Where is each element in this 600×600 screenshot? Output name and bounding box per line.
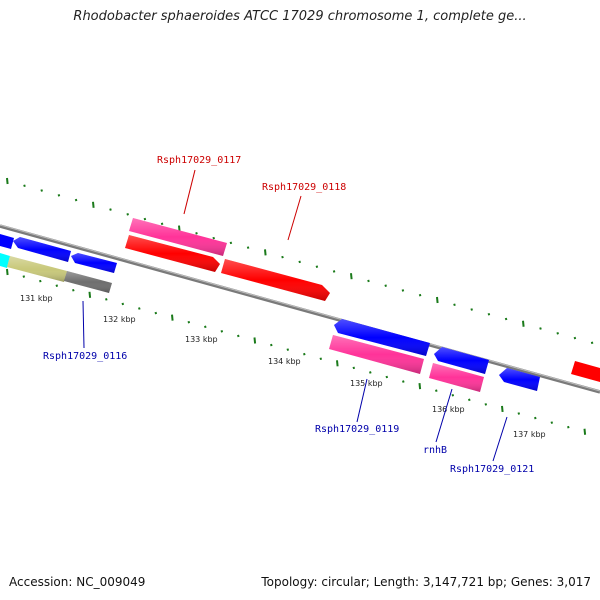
minor-tick xyxy=(487,312,491,316)
minor-tick xyxy=(23,184,26,188)
minor-tick xyxy=(567,425,570,429)
scale-label: 133 kbp xyxy=(185,335,218,344)
minor-tick xyxy=(40,189,43,192)
minor-tick xyxy=(74,198,78,202)
minor-tick xyxy=(121,302,125,306)
minor-tick xyxy=(418,293,422,297)
minor-tick xyxy=(534,416,537,420)
gene-features xyxy=(0,218,600,392)
minor-tick xyxy=(195,232,198,235)
scale-label: 134 kbp xyxy=(268,357,301,366)
minor-tick xyxy=(109,208,112,211)
major-tick xyxy=(6,177,9,185)
minor-tick xyxy=(435,389,438,392)
lower-tick-track xyxy=(6,268,587,435)
minor-tick xyxy=(187,320,191,324)
major-tick xyxy=(336,360,339,367)
minor-tick xyxy=(154,311,158,315)
major-tick xyxy=(88,291,92,298)
chromosome-backbone xyxy=(0,224,600,394)
gene-label[interactable]: Rsph17029_0119 xyxy=(315,424,399,435)
major-tick xyxy=(418,383,422,390)
major-tick xyxy=(6,268,9,276)
gene-arrow-forward[interactable] xyxy=(571,361,600,382)
scale-label: 132 kbp xyxy=(103,315,136,324)
major-tick xyxy=(583,428,587,435)
minor-tick xyxy=(315,265,319,268)
minor-tick xyxy=(504,317,508,321)
label-leaders xyxy=(82,169,508,462)
minor-tick xyxy=(470,308,473,311)
minor-tick xyxy=(105,298,108,301)
minor-tick xyxy=(220,330,224,333)
map-title: Rhodobacter sphaeroides ATCC 17029 chrom… xyxy=(73,9,527,24)
minor-tick xyxy=(539,327,542,330)
minor-tick xyxy=(298,260,301,264)
minor-tick xyxy=(126,213,129,216)
minor-tick xyxy=(332,270,336,273)
minor-tick xyxy=(319,357,323,361)
genome-summary-text: Topology: circular; Length: 3,147,721 bp… xyxy=(261,575,591,589)
scale-label: 137 kbp xyxy=(513,430,546,439)
minor-tick xyxy=(204,325,207,329)
minor-tick xyxy=(72,288,75,292)
gene-label[interactable]: Rsph17029_0121 xyxy=(450,464,534,475)
major-tick xyxy=(350,273,353,280)
minor-tick xyxy=(517,412,521,415)
gene-label[interactable]: rnhB xyxy=(423,445,447,456)
minor-tick xyxy=(303,352,306,356)
gene-label[interactable]: Rsph17029_0118 xyxy=(262,182,346,193)
minor-tick xyxy=(384,284,387,287)
minor-tick xyxy=(573,336,577,340)
minor-tick xyxy=(468,398,471,402)
major-tick xyxy=(253,337,257,344)
minor-tick xyxy=(286,348,290,351)
minor-tick xyxy=(212,236,215,240)
minor-tick xyxy=(270,343,273,347)
major-tick xyxy=(171,314,174,321)
minor-tick xyxy=(22,275,26,278)
minor-tick xyxy=(556,331,559,335)
minor-tick xyxy=(281,255,284,259)
gene-arrow-reverse[interactable] xyxy=(0,234,14,249)
minor-tick xyxy=(143,217,147,221)
minor-tick xyxy=(160,222,164,226)
minor-tick xyxy=(55,284,59,287)
gene-label[interactable]: Rsph17029_0117 xyxy=(157,155,241,166)
major-tick xyxy=(436,296,439,304)
minor-tick xyxy=(352,366,356,370)
minor-tick xyxy=(246,246,250,249)
major-tick xyxy=(522,320,525,327)
gene-labels: Rsph17029_0117 Rsph17029_0118 Rsph17029_… xyxy=(43,155,534,475)
gene-label[interactable]: Rsph17029_0116 xyxy=(43,351,127,362)
minor-tick xyxy=(451,393,455,397)
minor-tick xyxy=(401,289,405,292)
accession-text: Accession: NC_009049 xyxy=(9,575,146,589)
minor-tick xyxy=(453,303,456,307)
minor-tick xyxy=(484,403,488,406)
minor-tick xyxy=(57,193,61,197)
scale-label: 131 kbp xyxy=(20,294,53,303)
minor-tick xyxy=(237,334,240,338)
minor-tick xyxy=(369,371,372,374)
minor-tick xyxy=(402,380,405,383)
minor-tick xyxy=(385,375,389,379)
major-tick xyxy=(501,405,504,413)
chromosome-backbone-highlight xyxy=(0,224,600,392)
major-tick xyxy=(264,249,267,256)
major-tick xyxy=(92,201,95,208)
minor-tick xyxy=(39,279,42,283)
minor-tick xyxy=(550,421,554,424)
scale-label: 136 kbp xyxy=(432,405,465,414)
minor-tick xyxy=(138,307,141,310)
minor-tick xyxy=(590,341,594,345)
gene-block-cyan[interactable] xyxy=(0,253,10,268)
minor-tick xyxy=(229,241,233,245)
minor-tick xyxy=(367,279,370,283)
